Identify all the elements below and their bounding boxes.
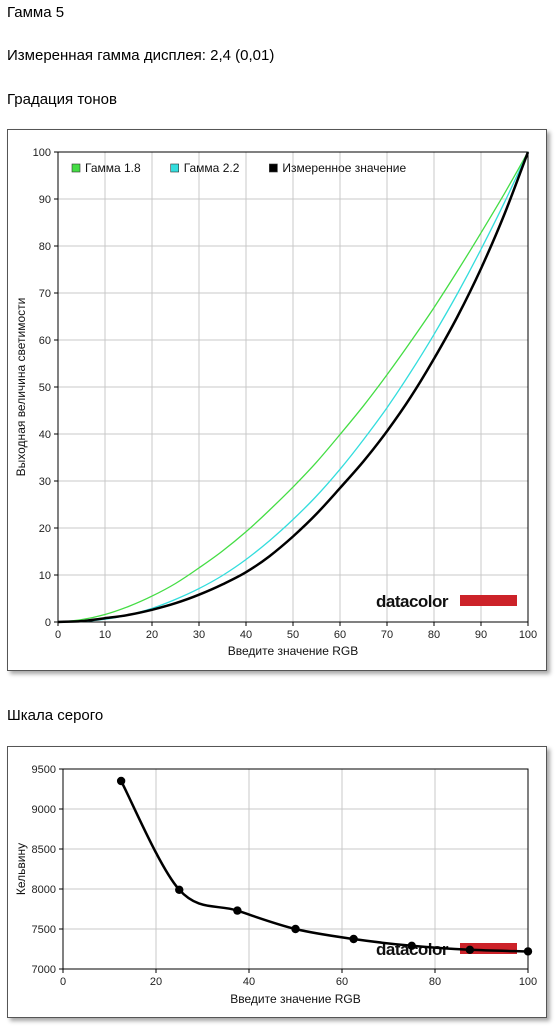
y-tick-label: 40 xyxy=(39,429,51,441)
y-tick-label: 7000 xyxy=(32,964,56,976)
y-tick-label: 70 xyxy=(39,288,51,300)
y-tick-label: 9000 xyxy=(32,804,56,816)
grayscale-heading: Шкала серого xyxy=(7,707,104,724)
x-tick-label: 80 xyxy=(428,629,440,641)
x-tick-label: 30 xyxy=(193,629,205,641)
y-tick-label: 9500 xyxy=(32,764,56,776)
series-line xyxy=(57,151,530,624)
x-tick-label: 80 xyxy=(429,976,441,988)
y-tick-label: 8000 xyxy=(32,884,56,896)
datacolor-logo-bar xyxy=(460,595,517,606)
x-tick-label: 50 xyxy=(287,629,299,641)
y-tick-label: 60 xyxy=(39,335,51,347)
tone-chart: 0 10 20 30 40 50 60 70 80 90 100 0 10 20 30 40 50 60 70 80 9… xyxy=(14,147,537,658)
x-axis-label: Введите значение RGB xyxy=(228,644,359,658)
plot-frame xyxy=(57,151,529,623)
x-tick-label: 20 xyxy=(146,629,158,641)
y-tick-label: 7500 xyxy=(32,924,56,936)
x-axis-label: Введите значение RGB xyxy=(230,992,361,1006)
measured-gamma-text: Измеренная гамма дисплея: 2,4 (0,01) xyxy=(7,47,275,64)
y-tick-label: 10 xyxy=(39,570,51,582)
y-tick-label: 90 xyxy=(39,194,51,206)
y-tick-label: 20 xyxy=(39,523,51,535)
y-tick-label: 30 xyxy=(39,476,51,488)
data-point xyxy=(116,776,126,786)
data-point xyxy=(175,885,184,894)
series-line xyxy=(57,151,529,623)
plot-area xyxy=(63,769,528,969)
datacolor-logo: datacolor xyxy=(376,592,517,611)
x-tick-label: 100 xyxy=(519,629,537,641)
y-axis-label: Выходная величина светимости xyxy=(14,298,28,477)
legend-swatch xyxy=(269,163,278,173)
grayscale-chart: 0 20 40 60 80 100 7000 7500 8000 8500 9000 9500 Введ… xyxy=(14,764,537,1006)
legend-entry: Измеренное значение xyxy=(282,161,406,175)
tone-chart-panel: 0 10 20 30 40 50 60 70 80 90 100 0 10 20 30 40 50 60 70 80 9… xyxy=(7,129,547,671)
data-point xyxy=(349,934,358,944)
x-tick-label: 100 xyxy=(519,976,537,988)
y-tick-label: 100 xyxy=(33,147,51,159)
legend-swatch xyxy=(71,163,81,173)
data-point xyxy=(233,906,242,915)
y-axis-label: Кельвину xyxy=(14,843,28,895)
data-point xyxy=(291,924,300,934)
x-tick-label: 0 xyxy=(60,976,66,988)
tone-gradation-heading: Градация тонов xyxy=(7,91,117,108)
x-tick-label: 10 xyxy=(99,629,111,641)
x-tick-label: 60 xyxy=(336,976,348,988)
legend-entry: Гамма 1.8 xyxy=(85,161,141,175)
x-tick-label: 90 xyxy=(475,629,487,641)
y-tick-label: 80 xyxy=(39,241,51,253)
y-tick-label: 0 xyxy=(45,617,51,629)
x-tick-label: 60 xyxy=(334,629,346,641)
data-point xyxy=(407,941,416,950)
y-tick-label: 50 xyxy=(39,382,51,394)
y-tick-label: 8500 xyxy=(32,844,56,856)
x-tick-label: 20 xyxy=(150,976,162,988)
plot-frame xyxy=(62,768,529,970)
legend-entry: Гамма 2.2 xyxy=(184,161,240,175)
data-point xyxy=(523,947,533,956)
data-point xyxy=(465,945,475,954)
datacolor-logo-bar xyxy=(460,943,517,954)
grayscale-chart-panel: 0 20 40 60 80 100 7000 7500 8000 8500 9000 9500 Введ… xyxy=(7,746,547,1018)
x-tick-label: 40 xyxy=(243,976,255,988)
x-tick-label: 70 xyxy=(381,629,393,641)
legend-swatch xyxy=(170,163,179,173)
x-tick-label: 0 xyxy=(55,629,61,641)
x-tick-label: 40 xyxy=(240,629,252,641)
page-title: Гамма 5 xyxy=(7,4,65,21)
datacolor-logo-text: datacolor xyxy=(376,592,449,611)
